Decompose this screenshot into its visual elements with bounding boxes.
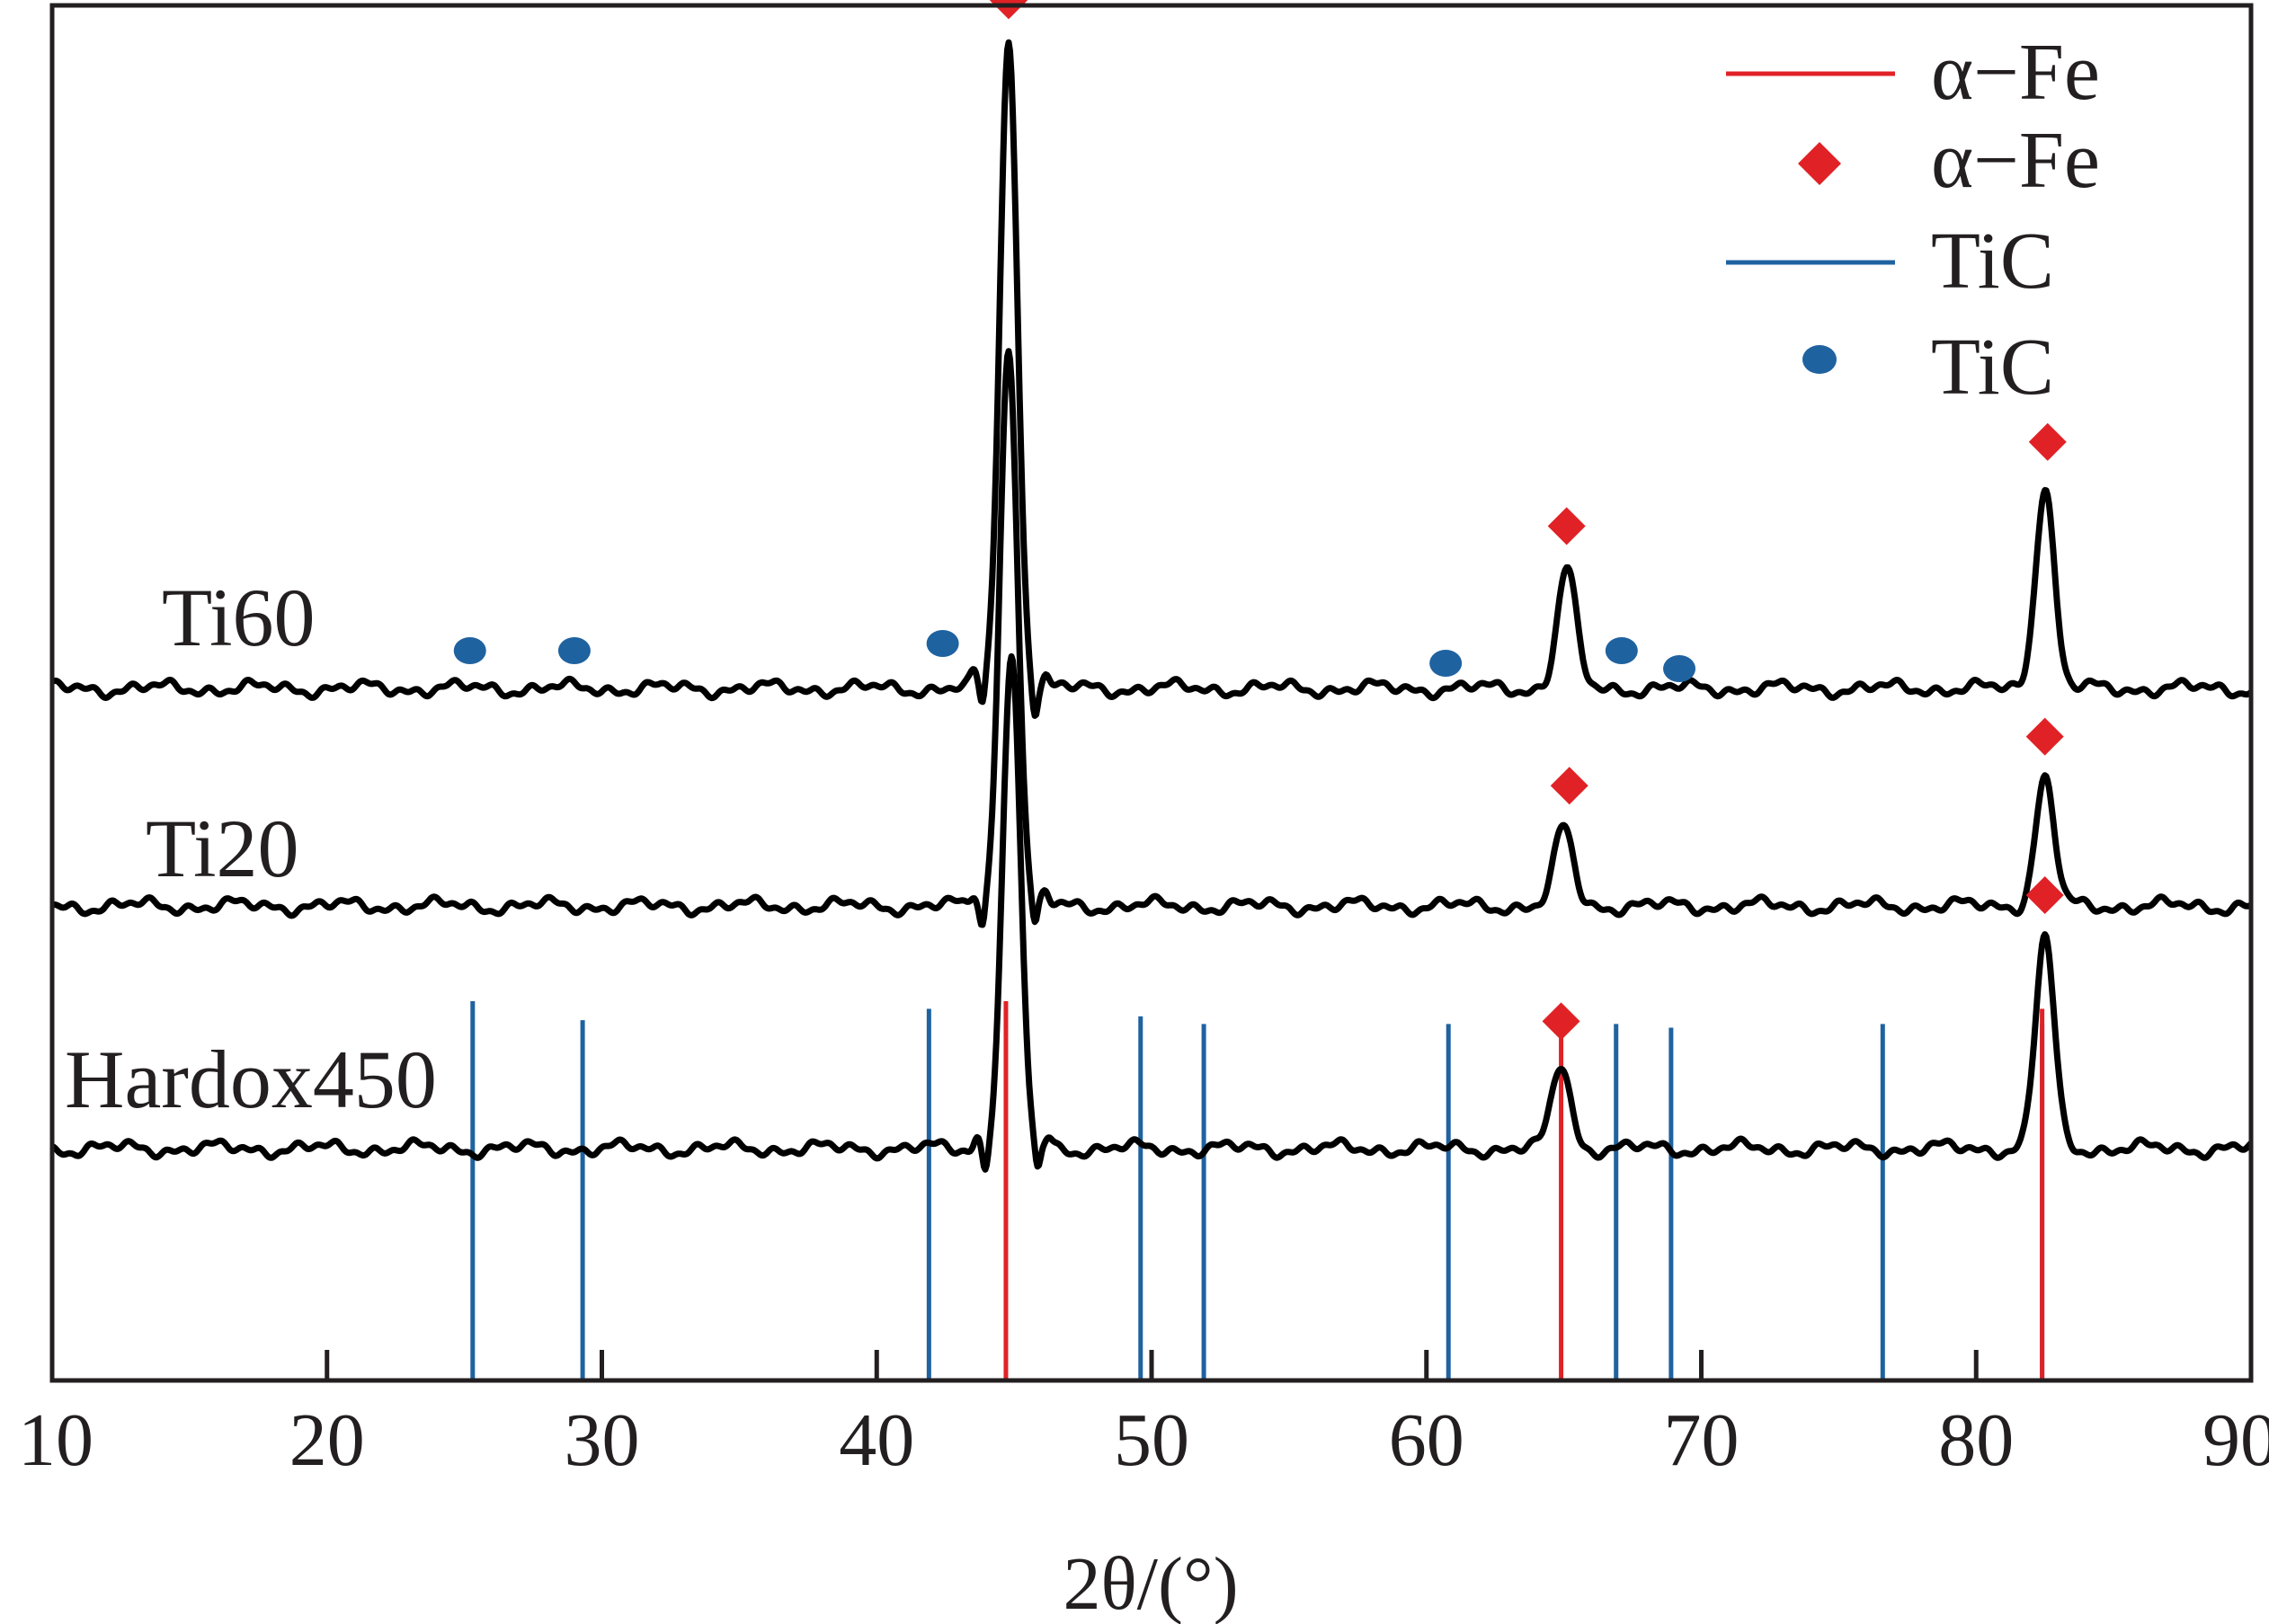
tic-marker <box>1605 637 1638 664</box>
xrd-curve-hardox450 <box>50 652 2254 1173</box>
alpha-fe-marker <box>1547 507 1586 546</box>
legend-label: α−Fe <box>1931 116 2100 205</box>
alpha-fe-marker <box>2028 422 2067 461</box>
curve-label-ti60: Ti60 <box>162 572 316 663</box>
x-tick-label: 40 <box>839 1398 914 1482</box>
reference-lines <box>470 1001 2045 1380</box>
x-axis-title: 2θ/(°) <box>1063 1542 1238 1624</box>
x-tick-label: 20 <box>289 1398 365 1482</box>
legend: α−Feα−Fe TiC TiC <box>1726 28 2100 412</box>
tic-marker <box>1429 650 1463 677</box>
xrd-curve-ti20 <box>50 348 2253 928</box>
xrd-curve-ti60 <box>50 39 2254 719</box>
curve-label-ti20: Ti20 <box>146 803 299 894</box>
x-tick-label: 10 <box>18 1398 93 1482</box>
legend-label: TiC <box>1931 323 2054 412</box>
curve-label-hardox450: Hardox450 <box>65 1034 437 1125</box>
curve-labels: Ti60 Ti20 Hardox450 <box>65 572 437 1125</box>
x-tick-label: 70 <box>1664 1398 1740 1482</box>
alpha-fe-marker <box>1542 1002 1580 1041</box>
x-tick-label: 90 <box>2202 1398 2269 1482</box>
tic-marker <box>926 630 959 657</box>
legend-label: α−Fe <box>1931 28 2100 117</box>
x-tick-label: 30 <box>565 1398 640 1482</box>
tic-marker <box>453 637 486 664</box>
x-tick-label: 50 <box>1114 1398 1189 1482</box>
legend-circle-swatch <box>1802 345 1837 374</box>
alpha-fe-marker <box>2025 717 2064 756</box>
alpha-fe-marker <box>2025 876 2064 914</box>
alpha-fe-marker <box>990 0 1028 20</box>
x-axis-ticks <box>49 1350 2254 1380</box>
tic-marker <box>557 637 591 664</box>
x-axis-tick-labels: 10 20 30 40 50 60 70 80 90 <box>18 1398 2269 1482</box>
x-tick-label: 80 <box>1938 1398 2014 1482</box>
tic-marker <box>1663 655 1696 682</box>
x-tick-label: 60 <box>1389 1398 1464 1482</box>
phase-markers <box>453 0 2067 1041</box>
xrd-curves <box>50 39 2254 1173</box>
legend-label: TiC <box>1931 217 2054 306</box>
legend-diamond-swatch <box>1798 142 1841 185</box>
alpha-fe-marker <box>1550 767 1588 805</box>
